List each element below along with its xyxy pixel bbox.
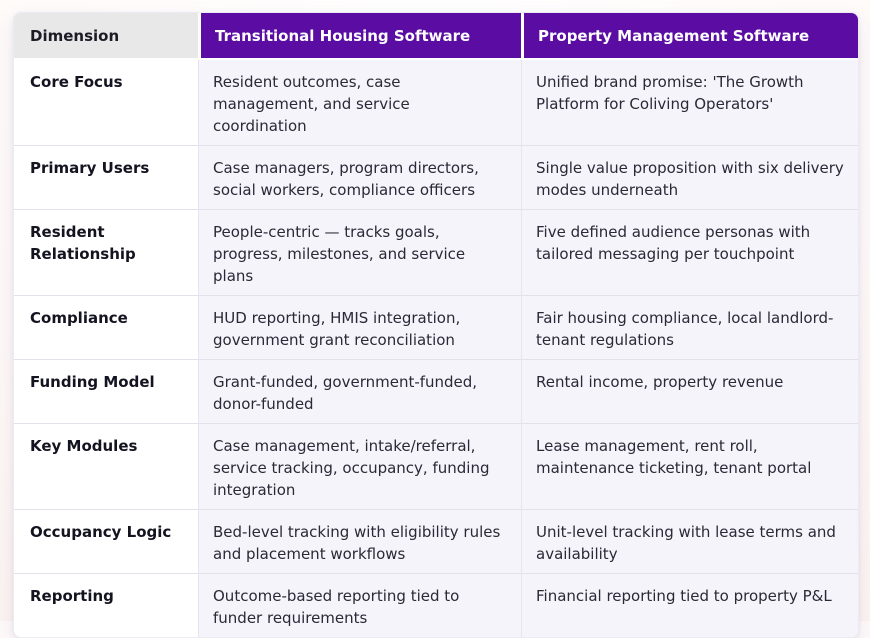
row-transitional-housing-cell: HUD reporting, HMIS integration, governm… <box>198 296 521 360</box>
row-property-management-cell: Financial reporting tied to property P&L <box>521 574 858 637</box>
row-dimension-label: Reporting <box>14 574 198 637</box>
row-transitional-housing-cell: People-centric — tracks goals, progress,… <box>198 210 521 296</box>
row-dimension-label: Funding Model <box>14 360 198 424</box>
row-transitional-housing-cell: Resident outcomes, case management, and … <box>198 60 521 146</box>
row-dimension-label: Key Modules <box>14 424 198 510</box>
column-header-transitional-housing-software: Transitional Housing Software <box>198 13 521 60</box>
row-dimension-label: Compliance <box>14 296 198 360</box>
table-row: Core Focus Resident outcomes, case manage… <box>14 60 858 146</box>
table-header: Dimension Transitional Housing Software … <box>14 13 858 60</box>
row-dimension-label: Occupancy Logic <box>14 510 198 574</box>
row-property-management-cell: Single value proposition with six delive… <box>521 146 858 210</box>
row-transitional-housing-cell: Bed-level tracking with eligibility rule… <box>198 510 521 574</box>
column-header-dimension: Dimension <box>14 13 198 60</box>
row-property-management-cell: Five defined audience personas with tail… <box>521 210 858 296</box>
row-dimension-label: Core Focus <box>14 60 198 146</box>
table-row: Primary Users Case managers, program dire… <box>14 146 858 210</box>
row-dimension-label: Resident Relationship <box>14 210 198 296</box>
row-dimension-label: Primary Users <box>14 146 198 210</box>
table-row: Occupancy Logic Bed-level tracking with e… <box>14 510 858 574</box>
table-body: Core Focus Resident outcomes, case manage… <box>14 60 858 637</box>
row-property-management-cell: Rental income, property revenue <box>521 360 858 424</box>
row-property-management-cell: Unit-level tracking with lease terms and… <box>521 510 858 574</box>
row-transitional-housing-cell: Case management, intake/referral, servic… <box>198 424 521 510</box>
header-row: Dimension Transitional Housing Software … <box>14 13 858 60</box>
column-header-property-management-software: Property Management Software <box>521 13 858 60</box>
table-row: Reporting Outcome-based reporting tied to… <box>14 574 858 637</box>
table-row: Resident Relationship People-centric — tr… <box>14 210 858 296</box>
comparison-table-card: Dimension Transitional Housing Software … <box>13 12 859 638</box>
row-property-management-cell: Fair housing compliance, local landlord-… <box>521 296 858 360</box>
table-row: Key Modules Case management, intake/refer… <box>14 424 858 510</box>
table-row: Funding Model Grant-funded, government-fu… <box>14 360 858 424</box>
comparison-table: Dimension Transitional Housing Software … <box>14 13 858 637</box>
row-transitional-housing-cell: Outcome-based reporting tied to funder r… <box>198 574 521 637</box>
table-row: Compliance HUD reporting, HMIS integratio… <box>14 296 858 360</box>
row-property-management-cell: Unified brand promise: 'The Growth Platf… <box>521 60 858 146</box>
row-property-management-cell: Lease management, rent roll, maintenance… <box>521 424 858 510</box>
row-transitional-housing-cell: Grant-funded, government-funded, donor-f… <box>198 360 521 424</box>
row-transitional-housing-cell: Case managers, program directors, social… <box>198 146 521 210</box>
